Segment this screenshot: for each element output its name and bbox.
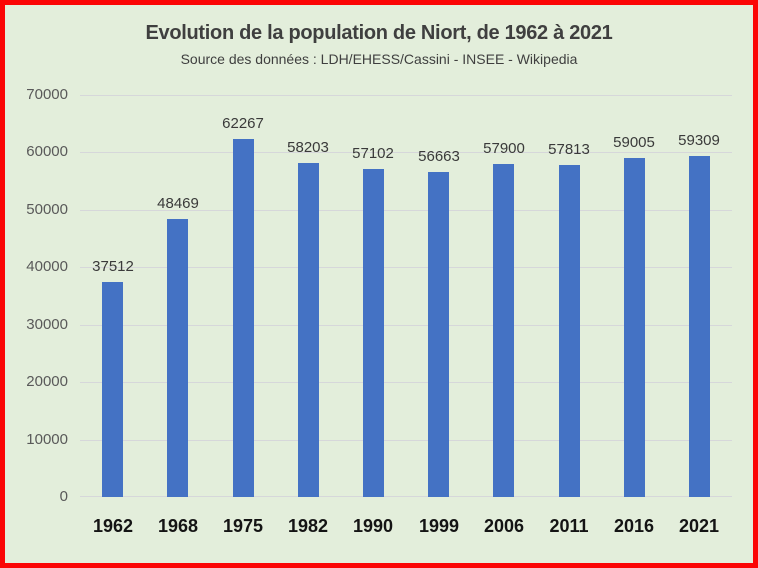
bar-value-label: 57900 (483, 140, 525, 157)
chart-subtitle: Source des données : LDH/EHESS/Cassini -… (180, 51, 578, 67)
y-tick-label: 30000 (26, 316, 68, 333)
bar-1990 (363, 169, 384, 497)
x-tick-label: 2011 (549, 516, 589, 536)
bar-value-label: 37512 (92, 258, 134, 275)
y-tick-label: 0 (59, 488, 68, 505)
x-tick-label: 1990 (352, 516, 394, 536)
bar-value-label: 59309 (678, 132, 720, 149)
gridline (80, 440, 732, 441)
chart-title: Evolution de la population de Niort, de … (145, 22, 613, 44)
bar-1999 (428, 172, 449, 497)
gridline (80, 496, 732, 497)
y-tick-label: 60000 (26, 143, 68, 160)
bar-1982 (298, 163, 319, 497)
bar-2016 (624, 158, 645, 497)
bar-value-label: 57813 (548, 141, 590, 158)
bar-1962 (102, 282, 123, 497)
y-tick-label: 50000 (26, 201, 68, 218)
y-tick-label: 40000 (26, 258, 68, 275)
gridline (80, 95, 732, 96)
gridline (80, 382, 732, 383)
y-tick-label: 70000 (26, 86, 68, 103)
x-axis: 1962 1968 1975 1982 1990 1999 2006 2011 2016 2021 (80, 508, 732, 538)
bar-value-label: 62267 (222, 115, 264, 132)
bar-value-label: 59005 (613, 134, 655, 151)
x-tick-label: 2016 (613, 516, 655, 536)
gridline (80, 267, 732, 268)
bar-value-label: 57102 (352, 145, 394, 162)
gridline (80, 152, 732, 153)
plot-area: 37512 48469 62267 58203 57102 56663 57900 57813… (80, 95, 732, 497)
bar-2011 (559, 165, 580, 497)
x-tick-label: 1962 (92, 516, 134, 536)
x-tick-label: 2021 (678, 516, 720, 536)
gridline (80, 210, 732, 211)
bar-value-label: 56663 (418, 148, 460, 165)
x-tick-label: 1982 (287, 516, 329, 536)
bar-value-label: 58203 (287, 139, 329, 156)
bar-1968 (167, 219, 188, 497)
x-tick-label: 1975 (222, 516, 264, 536)
y-tick-label: 10000 (26, 431, 68, 448)
x-tick-label: 2006 (483, 516, 525, 536)
x-tick-label: 1999 (418, 516, 460, 536)
y-tick-label: 20000 (26, 373, 68, 390)
x-tick-label: 1968 (157, 516, 199, 536)
bar-2021 (689, 156, 710, 497)
gridline (80, 325, 732, 326)
bar-2006 (493, 164, 514, 497)
y-axis: 0 10000 20000 30000 40000 50000 60000 70000 (5, 86, 68, 505)
bar-value-label: 48469 (157, 195, 199, 212)
bar-1975 (233, 139, 254, 497)
